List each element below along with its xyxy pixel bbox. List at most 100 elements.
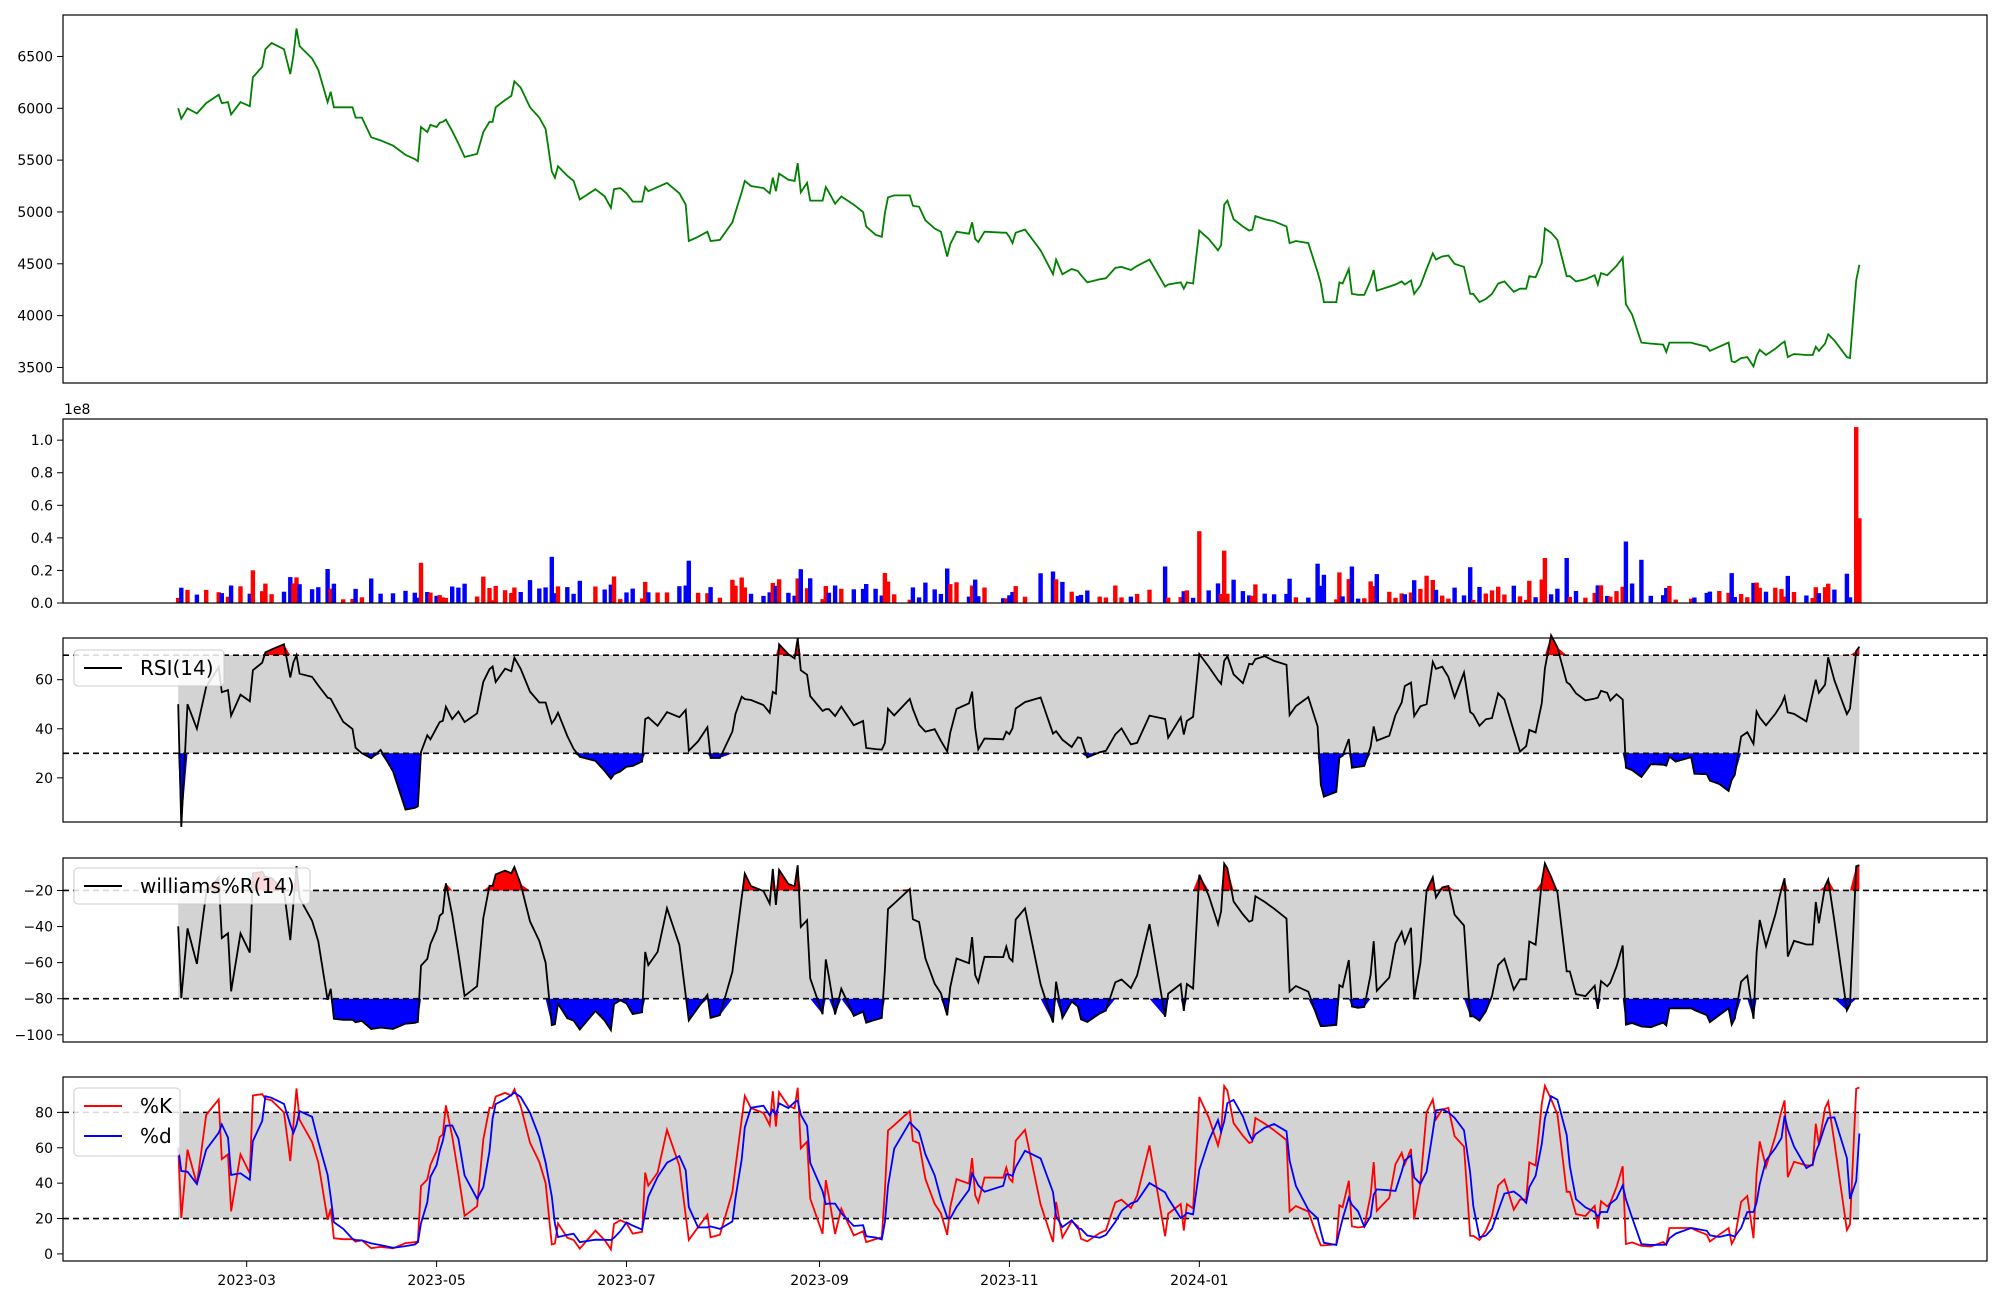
volume-panel: 1e8 0.0 0.2 0.4 0.6 0.8 1.0	[31, 402, 1988, 612]
volume-bar	[1013, 586, 1018, 603]
volume-bar	[1502, 594, 1507, 603]
volume-bar	[260, 591, 265, 603]
volume-bar	[474, 596, 480, 603]
volume-bar	[1022, 596, 1028, 603]
volume-bar	[677, 586, 682, 603]
volume-bar	[739, 577, 744, 603]
volume-bar	[832, 585, 838, 603]
price-line	[177, 28, 1861, 369]
volume-bar	[1822, 587, 1828, 603]
volume-bar	[1346, 579, 1351, 603]
volume-bar	[1673, 599, 1678, 603]
volume-bar	[618, 599, 623, 603]
volume-bar	[428, 592, 433, 603]
volume-offset-label: 1e8	[64, 402, 90, 418]
volume-bar	[646, 592, 651, 603]
volume-bar	[973, 579, 978, 603]
volume-bar	[577, 580, 582, 603]
volume-bar	[823, 586, 828, 603]
y-tick-label: 1.0	[31, 433, 53, 449]
volume-bar	[1661, 595, 1666, 603]
volume-bar	[552, 593, 558, 603]
volume-bar	[437, 595, 442, 603]
volume-bar	[1567, 596, 1572, 603]
volume-bar	[742, 587, 747, 603]
williams-panel: −100 −80 −60 −40 −20	[15, 857, 1988, 1044]
volume-bar	[1128, 596, 1134, 603]
volume-bar	[602, 589, 607, 603]
volume-bar	[1664, 588, 1669, 603]
volume-bar	[1692, 597, 1697, 603]
volume-bar	[1704, 592, 1709, 603]
volume-bar	[1387, 591, 1392, 603]
volume-bar	[1555, 588, 1560, 603]
volume-bar	[269, 594, 274, 603]
neutral-band	[178, 890, 1860, 999]
volume-bar	[1368, 581, 1373, 603]
y-tick-label: 40	[35, 1176, 53, 1192]
volume-bar	[1001, 598, 1006, 603]
x-tick-label: 2023-03	[217, 1273, 276, 1289]
williams-line	[177, 860, 1860, 1033]
y-tick-label: 0.8	[31, 466, 53, 482]
y-tick-label: 60	[35, 1141, 53, 1157]
volume-bar	[945, 568, 950, 603]
volume-bar	[331, 583, 337, 603]
volume-bar	[969, 585, 975, 603]
volume-bar	[776, 579, 782, 603]
volume-bar	[1524, 599, 1529, 603]
volume-bar	[1085, 590, 1090, 603]
volume-bar	[1620, 586, 1625, 603]
volume-bar	[1315, 563, 1320, 603]
volume-bar	[440, 597, 445, 603]
volume-bar	[418, 562, 424, 603]
volume-bar	[982, 587, 987, 603]
volume-bar	[1399, 593, 1404, 603]
x-tick-label: 2024-01	[1170, 1273, 1229, 1289]
volume-bar	[761, 595, 766, 603]
volume-bar	[225, 596, 231, 603]
k-legend-label: %K	[140, 1094, 173, 1118]
volume-bar	[1206, 590, 1211, 603]
oversold-fill	[178, 998, 1860, 1031]
price-panel: 3500 4000 4500 5000 5500 6000 6500	[17, 14, 1988, 384]
volume-bar	[1060, 581, 1065, 603]
volume-bar	[487, 588, 492, 603]
volume-bar	[1393, 597, 1398, 603]
volume-bar	[1757, 587, 1762, 603]
volume-bar	[976, 596, 981, 603]
volume-bar	[1340, 596, 1345, 603]
volume-bar	[1583, 597, 1588, 603]
x-tick-label: 2023-09	[790, 1273, 849, 1289]
volume-bar	[664, 592, 670, 603]
volume-bar	[194, 594, 200, 603]
volume-bar	[1050, 571, 1056, 603]
volume-bar	[1461, 595, 1467, 603]
volume-bar	[1053, 579, 1059, 603]
volume-bar	[1253, 584, 1258, 603]
volume-bar	[1813, 587, 1818, 603]
volume-bar	[695, 592, 701, 603]
volume-bar	[1166, 597, 1171, 603]
volume-bar	[1240, 591, 1246, 603]
volume-bar	[885, 581, 891, 603]
volume-bar	[1483, 593, 1488, 603]
x-tick-label: 2023-07	[597, 1273, 656, 1289]
y-tick-label: 5000	[17, 205, 53, 221]
volume-bar	[263, 583, 268, 603]
volume-bar	[655, 592, 660, 603]
volume-bar	[1511, 585, 1516, 603]
volume-bar	[493, 585, 498, 603]
volume-bar	[923, 582, 928, 603]
volume-bar	[798, 569, 803, 603]
k-line	[177, 1082, 1860, 1252]
volume-bar	[1190, 597, 1196, 603]
volume-bar	[1782, 596, 1787, 603]
volume-bar	[369, 578, 374, 603]
y-tick-label: 3500	[17, 360, 53, 376]
volume-bar	[1729, 573, 1734, 603]
volume-bar	[537, 588, 542, 603]
volume-bar	[686, 560, 691, 603]
volume-bar	[350, 598, 355, 603]
